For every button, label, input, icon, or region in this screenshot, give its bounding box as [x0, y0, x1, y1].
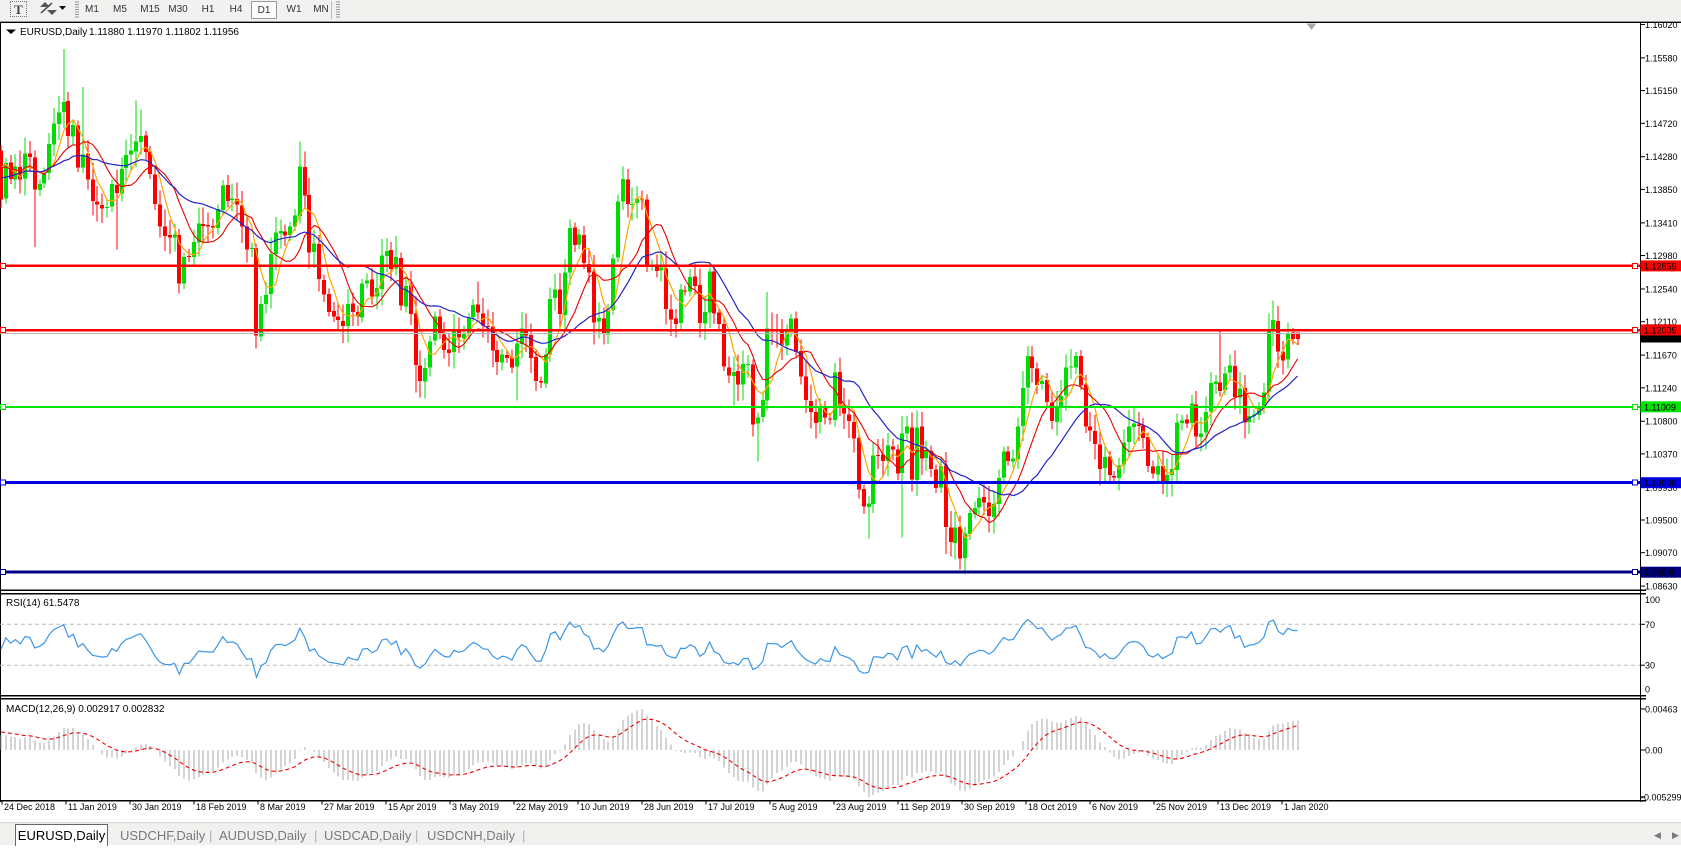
svg-text:24 Dec 2018: 24 Dec 2018 — [4, 802, 55, 812]
svg-text:1.08800: 1.08800 — [1644, 568, 1677, 578]
svg-text:23 Aug 2019: 23 Aug 2019 — [836, 802, 887, 812]
svg-text:MACD(12,26,9) 0.002917 0.00283: MACD(12,26,9) 0.002917 0.002832 — [6, 704, 165, 715]
svg-text:1.09070: 1.09070 — [1645, 548, 1678, 558]
svg-text:RSI(14) 61.5478: RSI(14) 61.5478 — [6, 598, 80, 609]
svg-text:1.15580: 1.15580 — [1645, 53, 1678, 63]
svg-text:1.13410: 1.13410 — [1645, 218, 1678, 228]
svg-text:30: 30 — [1645, 661, 1655, 671]
svg-text:1.14280: 1.14280 — [1645, 152, 1678, 162]
svg-text:5 Aug 2019: 5 Aug 2019 — [772, 802, 818, 812]
svg-text:1 Jan 2020: 1 Jan 2020 — [1284, 802, 1329, 812]
svg-text:EURUSD,Daily: EURUSD,Daily — [20, 27, 87, 38]
svg-text:30 Jan 2019: 30 Jan 2019 — [132, 802, 182, 812]
svg-text:1.11009: 1.11009 — [1644, 402, 1676, 412]
svg-text:100: 100 — [1645, 595, 1660, 605]
svg-text:18 Oct 2019: 18 Oct 2019 — [1028, 802, 1077, 812]
svg-text:6 Nov 2019: 6 Nov 2019 — [1092, 802, 1138, 812]
svg-text:1.09500: 1.09500 — [1645, 516, 1678, 526]
svg-text:1.11670: 1.11670 — [1645, 351, 1677, 361]
svg-text:1.10008: 1.10008 — [1644, 478, 1677, 488]
svg-text:10 Jun 2019: 10 Jun 2019 — [580, 802, 630, 812]
svg-text:3 May 2019: 3 May 2019 — [452, 802, 499, 812]
svg-text:70: 70 — [1645, 620, 1655, 630]
svg-text:1.08630: 1.08630 — [1645, 582, 1678, 592]
svg-text:1.12980: 1.12980 — [1645, 251, 1678, 261]
svg-text:25 Nov 2019: 25 Nov 2019 — [1156, 802, 1207, 812]
svg-text:27 Mar 2019: 27 Mar 2019 — [324, 802, 375, 812]
svg-text:13 Dec 2019: 13 Dec 2019 — [1220, 802, 1271, 812]
svg-text:1.10800: 1.10800 — [1645, 417, 1678, 427]
svg-text:1.13850: 1.13850 — [1645, 185, 1678, 195]
svg-text:1.10370: 1.10370 — [1645, 449, 1678, 459]
svg-text:15 Apr 2019: 15 Apr 2019 — [388, 802, 437, 812]
svg-text:1.12005: 1.12005 — [1644, 326, 1677, 336]
svg-text:0: 0 — [1645, 685, 1650, 695]
svg-text:11 Jan 2019: 11 Jan 2019 — [68, 802, 117, 812]
svg-text:30 Sep 2019: 30 Sep 2019 — [964, 802, 1015, 812]
svg-text:1.12859: 1.12859 — [1644, 261, 1677, 271]
svg-text:1.14720: 1.14720 — [1645, 119, 1678, 129]
svg-text:1.12540: 1.12540 — [1645, 285, 1678, 295]
svg-text:28 Jun 2019: 28 Jun 2019 — [644, 802, 694, 812]
svg-text:1.11240: 1.11240 — [1645, 383, 1677, 393]
svg-text:-0.005299: -0.005299 — [1641, 792, 1681, 802]
svg-text:17 Jul 2019: 17 Jul 2019 — [708, 802, 755, 812]
svg-text:11 Sep 2019: 11 Sep 2019 — [900, 802, 950, 812]
svg-text:1.11880 1.11970 1.11802 1.1195: 1.11880 1.11970 1.11802 1.11956 — [89, 27, 239, 38]
svg-text:8 Mar 2019: 8 Mar 2019 — [260, 802, 306, 812]
svg-text:0.00: 0.00 — [1645, 746, 1663, 756]
svg-text:18 Feb 2019: 18 Feb 2019 — [196, 802, 247, 812]
svg-text:1.15150: 1.15150 — [1645, 86, 1678, 96]
svg-text:0.00463: 0.00463 — [1645, 705, 1678, 715]
svg-text:22 May 2019: 22 May 2019 — [516, 802, 568, 812]
